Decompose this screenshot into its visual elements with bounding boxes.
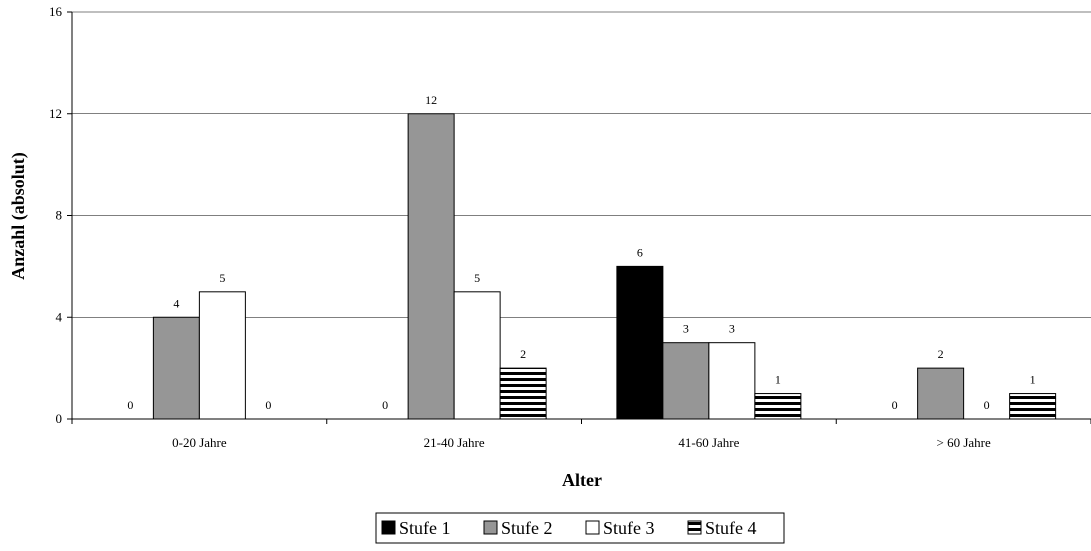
bar [453,291,501,420]
bar [1009,393,1057,420]
x-axis-title: Alter [562,470,602,490]
bar [407,113,455,420]
legend-swatch [585,520,600,535]
x-category-label: 21-40 Jahre [424,435,485,450]
legend-label: Stufe 3 [603,518,655,538]
y-tick-label: 12 [49,106,62,121]
bar [499,367,547,420]
y-tick-label: 4 [56,309,63,324]
data-label: 3 [683,322,689,336]
bar [708,342,756,420]
legend-label: Stufe 1 [399,518,451,538]
data-label: 3 [729,322,735,336]
legend-label: Stufe 2 [501,518,553,538]
data-label: 0 [382,398,388,412]
bar [616,265,664,420]
legend-swatch [483,520,498,535]
bar [198,291,246,420]
data-label: 5 [474,271,480,285]
data-label: 2 [520,347,526,361]
y-tick-label: 8 [56,208,63,223]
axes [67,11,1091,424]
bar [662,342,710,420]
gridlines [72,11,1091,318]
y-axis-title: Anzahl (absolut) [8,152,29,280]
bar [152,316,200,420]
bar [754,393,802,420]
y-tick-label: 0 [56,411,63,426]
data-label: 12 [425,93,437,107]
data-label: 1 [1030,373,1036,387]
data-label: 2 [938,347,944,361]
legend-box [375,512,785,544]
bar [917,367,965,420]
x-category-label: 41-60 Jahre [678,435,739,450]
data-label: 0 [127,398,133,412]
x-category-label: 0-20 Jahre [172,435,227,450]
data-label: 6 [637,245,643,259]
y-tick-label: 16 [49,4,63,19]
legend-swatch [381,520,396,535]
data-labels: 0 4 5 0 0 12 5 2 6 3 3 1 0 2 0 1 [127,93,1035,412]
bars [152,113,1057,420]
data-label: 4 [173,296,179,310]
legend-swatch [687,520,702,535]
legend-label: Stufe 4 [705,518,757,538]
data-label: 0 [265,398,271,412]
legend: Stufe 1 Stufe 2 Stufe 3 Stufe 4 [375,512,785,544]
data-label: 0 [892,398,898,412]
data-label: 5 [219,271,225,285]
data-label: 0 [984,398,990,412]
data-label: 1 [775,373,781,387]
x-category-label: > 60 Jahre [936,435,990,450]
